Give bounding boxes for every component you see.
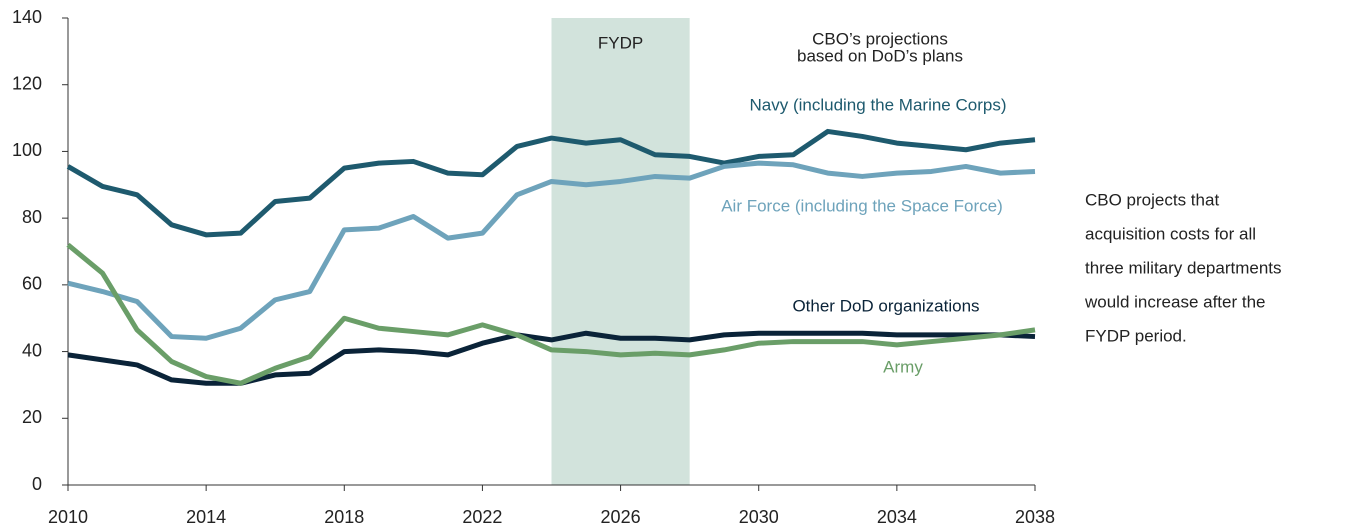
side-note: would increase after the	[1084, 292, 1266, 311]
y-tick-label: 80	[22, 207, 42, 227]
x-tick-label: 2010	[48, 507, 88, 527]
series-label: Air Force (including the Space Force)	[721, 196, 1003, 215]
y-tick-label: 20	[22, 407, 42, 427]
series-label: Army	[883, 357, 923, 376]
x-tick-label: 2022	[462, 507, 502, 527]
series-line	[66, 242, 1036, 386]
x-tick-label: 2030	[739, 507, 779, 527]
y-tick-label: 40	[22, 340, 42, 360]
series-label: Navy (including the Marine Corps)	[750, 95, 1007, 114]
y-tick-label: 120	[12, 73, 42, 93]
series-line	[67, 160, 1036, 341]
fydp-label: FYDP	[598, 33, 643, 52]
y-tick-label: 100	[12, 140, 42, 160]
x-tick-label: 2014	[186, 507, 226, 527]
x-tick-label: 2038	[1015, 507, 1055, 527]
side-note: acquisition costs for all	[1085, 224, 1256, 243]
x-tick-label: 2034	[877, 507, 917, 527]
side-note: CBO projects that	[1085, 190, 1219, 209]
x-tick-label: 2018	[324, 507, 364, 527]
x-tick-label: 2026	[601, 507, 641, 527]
y-tick-label: 0	[32, 474, 42, 494]
side-note: FYDP period.	[1085, 326, 1187, 345]
y-tick-label: 60	[22, 274, 42, 294]
side-note: three military departments	[1085, 258, 1282, 277]
projection-note: CBO’s projections	[812, 29, 948, 48]
series-label: Other DoD organizations	[792, 296, 979, 315]
series-line	[66, 128, 1036, 238]
fydp-band	[551, 18, 690, 485]
y-tick-label: 140	[12, 7, 42, 27]
projection-note: based on DoD’s plans	[797, 46, 963, 65]
